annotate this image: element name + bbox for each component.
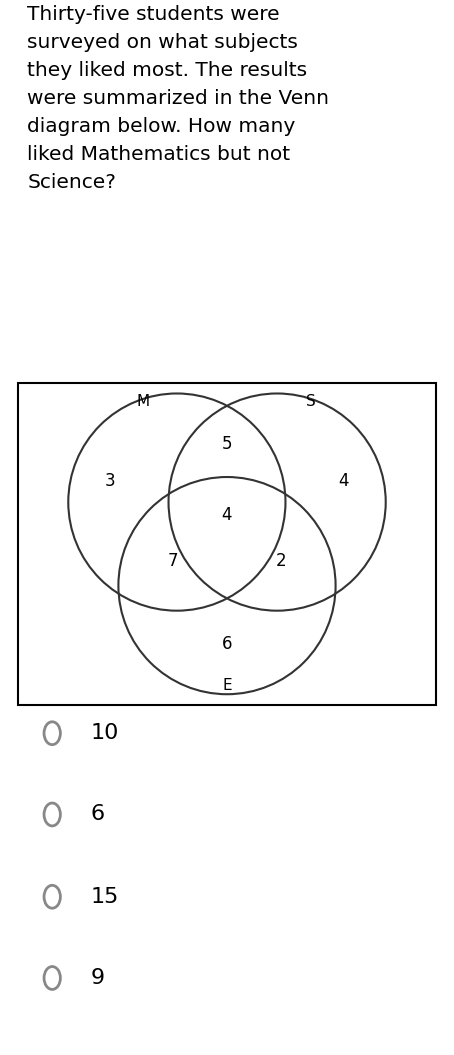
Text: M: M xyxy=(137,395,150,409)
Text: 3: 3 xyxy=(105,473,115,491)
Text: 4: 4 xyxy=(339,473,349,491)
Text: 15: 15 xyxy=(91,887,119,906)
Text: 4: 4 xyxy=(222,505,232,523)
Text: 10: 10 xyxy=(91,724,119,743)
Text: 5: 5 xyxy=(222,435,232,453)
Text: S: S xyxy=(306,395,316,409)
Text: 7: 7 xyxy=(168,552,178,570)
Text: 6: 6 xyxy=(222,635,232,653)
Text: E: E xyxy=(222,678,232,693)
Text: 2: 2 xyxy=(276,552,286,570)
Text: 9: 9 xyxy=(91,968,105,987)
Text: 6: 6 xyxy=(91,805,105,824)
Text: Thirty-five students were
surveyed on what subjects
they liked most. The results: Thirty-five students were surveyed on wh… xyxy=(27,4,329,192)
